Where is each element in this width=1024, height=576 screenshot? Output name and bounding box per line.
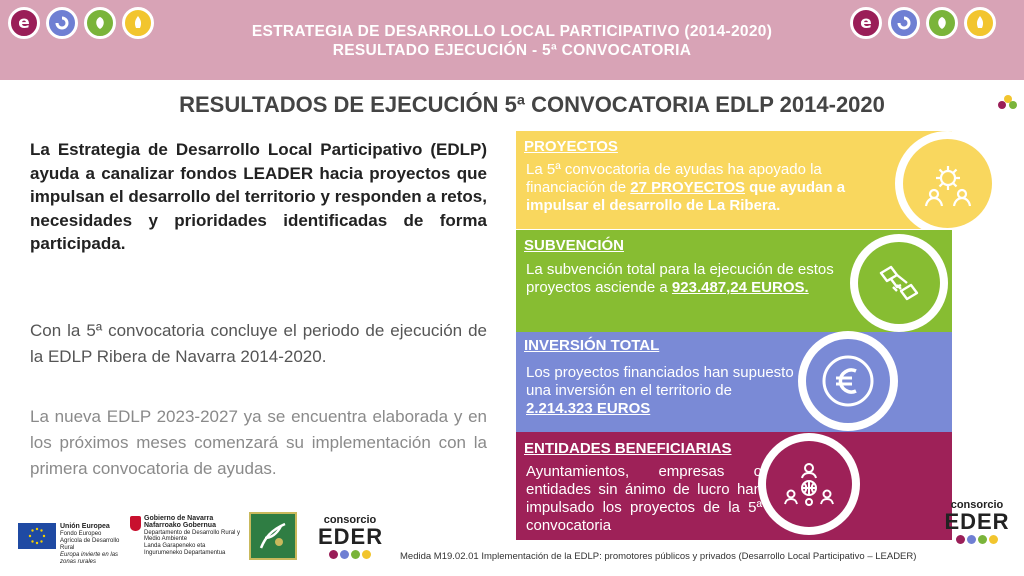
eder-logo-footer: consorcio EDER xyxy=(318,514,382,559)
header-title-line2: RESULTADO EJECUCIÓN - 5ª CONVOCATORIA xyxy=(332,42,692,59)
mini-logo-icon xyxy=(998,95,1018,111)
leader-logo-icon xyxy=(249,512,297,560)
subvencion-amount: 923.487,24 EUROS. xyxy=(671,279,809,296)
entidades-heading: ENTIDADES BENEFICIARIAS xyxy=(524,440,732,457)
entidades-band: ENTIDADES BENEFICIARIAS Ayuntamientos, e… xyxy=(516,432,952,540)
period-paragraph: Con la 5ª convocatoria concluye el perio… xyxy=(30,321,487,366)
logo-e-icon: e xyxy=(8,7,40,39)
eder-dots-icon xyxy=(318,550,382,559)
logo-leaf-icon xyxy=(926,7,958,39)
logo-flame-icon xyxy=(964,7,996,39)
euro-icon xyxy=(806,339,890,423)
subvencion-text: La subvención total para la ejecución de… xyxy=(526,261,834,296)
navarra-crest-icon xyxy=(130,516,141,531)
proyectos-band: PROYECTOS La 5ª convocatoria de ayudas h… xyxy=(516,131,952,229)
proyectos-count: 27 PROYECTOS xyxy=(630,179,746,196)
header-logos-left: e xyxy=(8,7,154,39)
inversion-text: Los proyectos financiados han supuesto u… xyxy=(526,364,794,417)
gear-people-icon xyxy=(903,139,992,228)
proyectos-heading: PROYECTOS xyxy=(524,138,618,155)
logo-leaf-icon xyxy=(84,7,116,39)
proyectos-text: La 5ª convocatoria de ayudas ha apoyado … xyxy=(526,161,846,214)
new-edlp-paragraph: La nueva EDLP 2023-2027 ya se encuentra … xyxy=(30,407,487,478)
header-title-line1: ESTRATEGIA DE DESARROLLO LOCAL PARTICIPA… xyxy=(251,23,773,40)
header-title: ESTRATEGIA DE DESARROLLO LOCAL PARTICIPA… xyxy=(180,22,844,60)
proyectos-icon-ring xyxy=(895,131,1000,236)
logo-e-icon: e xyxy=(850,7,882,39)
logo-flame-icon xyxy=(122,7,154,39)
logo-swirl-icon xyxy=(46,7,78,39)
measure-footnote: Medida M19.02.01 Implementación de la ED… xyxy=(400,551,917,562)
header-logos-right: e xyxy=(850,7,996,39)
inversion-heading: INVERSIÓN TOTAL xyxy=(524,337,660,354)
intro-paragraph: La Estrategia de Desarrollo Local Partic… xyxy=(30,140,487,253)
inversion-icon-ring xyxy=(798,331,898,431)
eder-dots-icon xyxy=(944,535,1010,544)
logo-swirl-icon xyxy=(888,7,920,39)
entidades-text: Ayuntamientos, empresas o entidades sin … xyxy=(526,463,762,534)
network-people-icon xyxy=(766,441,852,527)
subvencion-icon-ring xyxy=(850,234,948,332)
eu-flag-icon xyxy=(18,523,56,549)
entidades-icon-ring xyxy=(758,433,860,535)
subvencion-heading: SUBVENCIÓN xyxy=(524,237,625,254)
inversion-amount: 2.214.323 EUROS xyxy=(526,400,651,417)
eder-logo-corner: consorcio EDER xyxy=(944,499,1010,544)
navarra-logo-text: Gobierno de Navarra Nafarroako Gobernua … xyxy=(144,515,241,556)
main-title: RESULTADOS DE EJECUCIÓN 5ª CONVOCATORIA … xyxy=(179,92,885,117)
handshake-icon xyxy=(858,242,940,324)
eu-logo-text: Unión Europea Fondo Europeo Agrícola de … xyxy=(60,523,120,565)
header-banner: e ESTRATEGIA DE DESARROLLO LOCAL PARTICI… xyxy=(0,0,1024,80)
